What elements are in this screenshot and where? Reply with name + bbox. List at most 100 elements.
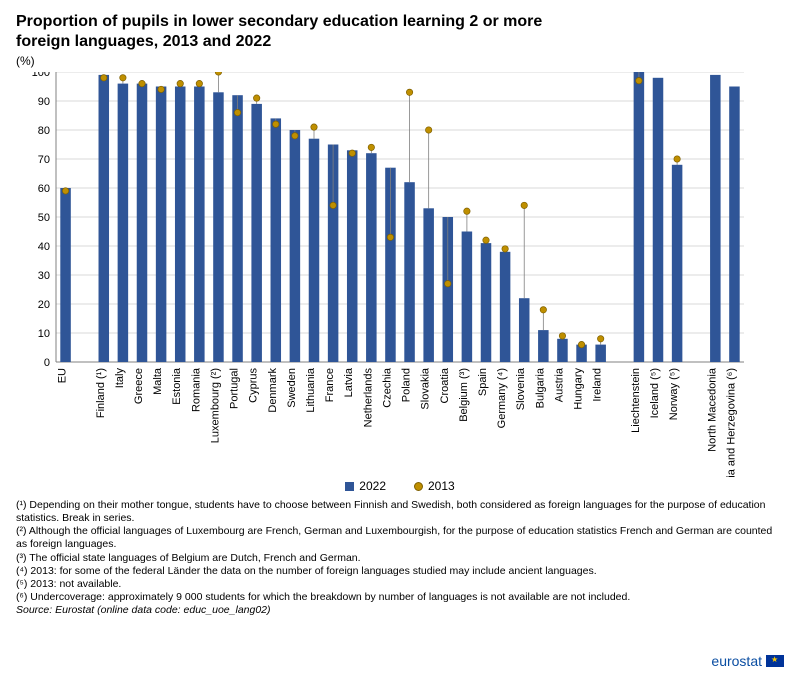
x-axis-label: Greece: [133, 368, 145, 404]
bar: [271, 118, 282, 362]
x-axis-label: Italy: [114, 368, 126, 389]
bar: [118, 84, 129, 362]
marker-2013: [120, 75, 126, 81]
bar: [347, 150, 358, 362]
marker-2013: [273, 121, 279, 127]
bar: [672, 165, 683, 362]
x-axis-label: Austria: [553, 367, 565, 402]
chart-title: Proportion of pupils in lower secondary …: [16, 12, 784, 52]
y-axis-label: (%): [16, 54, 784, 68]
bar: [710, 75, 721, 362]
marker-2013: [62, 188, 68, 194]
x-axis-label: EU: [57, 368, 69, 383]
x-axis-label: Cyprus: [248, 368, 260, 403]
x-axis-label: Iceland (⁵): [649, 368, 661, 418]
bar: [481, 243, 492, 362]
bar: [290, 130, 301, 362]
marker-2013: [368, 144, 374, 150]
marker-2013: [196, 80, 202, 86]
x-axis-label: Ireland: [592, 368, 604, 402]
x-axis-label: France: [324, 368, 336, 402]
svg-text:70: 70: [38, 154, 50, 166]
x-axis-label: Spain: [477, 368, 489, 396]
marker-2013: [464, 208, 470, 214]
svg-text:30: 30: [38, 270, 50, 282]
legend-swatch-marker: [414, 482, 423, 491]
bar: [60, 188, 71, 362]
svg-text:10: 10: [38, 328, 50, 340]
bar: [213, 92, 224, 362]
x-axis-label: Liechtenstein: [630, 368, 642, 433]
x-axis-label: Romania: [190, 367, 202, 412]
svg-text:50: 50: [38, 212, 50, 224]
x-axis-label: Bulgaria: [534, 367, 546, 408]
bar-chart: 0102030405060708090100EUFinland (¹)Italy…: [16, 72, 752, 477]
svg-text:60: 60: [38, 183, 50, 195]
marker-2013: [253, 95, 259, 101]
marker-2013: [559, 333, 565, 339]
marker-2013: [502, 246, 508, 252]
marker-2013: [311, 124, 317, 130]
bar: [404, 182, 415, 362]
marker-2013: [177, 80, 183, 86]
x-axis-label: Norway (⁵): [668, 368, 680, 420]
marker-2013: [521, 202, 527, 208]
x-axis-label: Estonia: [171, 367, 183, 405]
bar: [729, 87, 740, 363]
eu-flag-icon: [766, 655, 784, 667]
marker-2013: [483, 237, 489, 243]
x-axis-label: Slovakia: [420, 367, 432, 409]
bar: [175, 87, 186, 363]
marker-2013: [406, 89, 412, 95]
marker-2013: [215, 72, 221, 75]
x-axis-label: Finland (¹): [95, 368, 107, 418]
footnote-line: (³) The official state languages of Belg…: [16, 552, 784, 565]
footnote-line: (¹) Depending on their mother tongue, st…: [16, 499, 784, 525]
bar: [423, 208, 434, 362]
marker-2013: [234, 109, 240, 115]
footnote-line: (⁴) 2013: for some of the federal Länder…: [16, 565, 784, 578]
marker-2013: [425, 127, 431, 133]
bar: [137, 84, 148, 362]
marker-2013: [597, 336, 603, 342]
bar: [595, 345, 606, 362]
svg-text:90: 90: [38, 96, 50, 108]
legend-label: 2013: [428, 479, 455, 493]
marker-2013: [292, 133, 298, 139]
footnotes: (¹) Depending on their mother tongue, st…: [16, 499, 784, 617]
bar: [251, 104, 262, 362]
x-axis-label: Germany (⁴): [496, 368, 508, 428]
logo-text: eurostat: [711, 653, 762, 669]
bar: [519, 298, 530, 362]
x-axis-label: Denmark: [267, 368, 279, 413]
chart-area: 0102030405060708090100EUFinland (¹)Italy…: [16, 72, 784, 477]
x-axis-label: Hungary: [573, 368, 585, 410]
bar: [538, 330, 549, 362]
marker-2013: [349, 150, 355, 156]
legend-swatch-bar: [345, 482, 354, 491]
x-axis-label: North Macedonia: [706, 367, 718, 452]
source-line: Source: Eurostat (online data code: educ…: [16, 604, 784, 617]
x-axis-label: Poland: [401, 368, 413, 402]
marker-2013: [139, 80, 145, 86]
bar: [462, 232, 473, 363]
footnote-line: (⁶) Undercoverage: approximately 9 000 s…: [16, 591, 784, 604]
bar: [99, 75, 110, 362]
marker-2013: [674, 156, 680, 162]
legend-label: 2022: [359, 479, 386, 493]
eurostat-logo: eurostat: [711, 653, 784, 669]
x-axis-label: Belgium (³): [458, 368, 470, 422]
svg-text:0: 0: [44, 357, 50, 369]
bar: [653, 78, 664, 362]
bar: [500, 252, 511, 362]
legend: 2022 2013: [16, 479, 784, 493]
marker-2013: [578, 341, 584, 347]
x-axis-label: Czechia: [381, 367, 393, 408]
bar: [366, 153, 377, 362]
x-axis-label: Netherlands: [362, 368, 374, 428]
x-axis-label: Sweden: [286, 368, 298, 408]
footnote-line: (⁵) 2013: not available.: [16, 578, 784, 591]
marker-2013: [158, 86, 164, 92]
svg-text:80: 80: [38, 125, 50, 137]
bar: [194, 87, 205, 363]
